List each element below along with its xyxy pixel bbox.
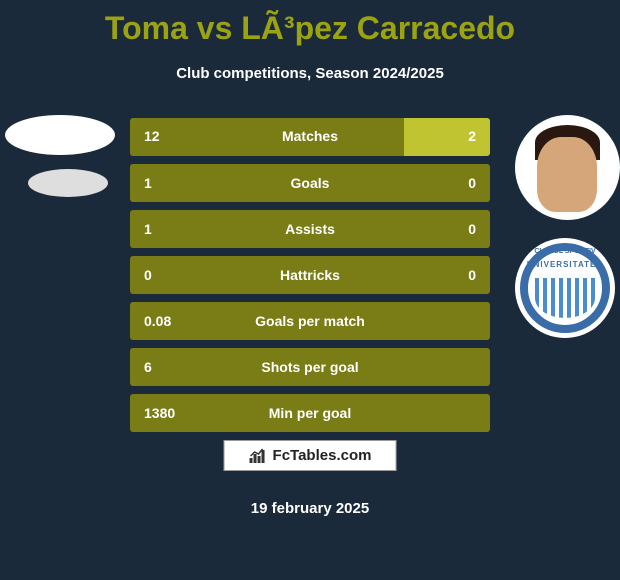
- badge-text-top: CLUBUL SPORTIV: [515, 248, 615, 255]
- stat-left-value: 0: [144, 267, 152, 283]
- branding-text: FcTables.com: [273, 447, 372, 464]
- stat-label: Goals: [291, 175, 330, 191]
- branding-box[interactable]: FcTables.com: [224, 440, 397, 471]
- stat-row: 6 Shots per goal: [130, 348, 490, 386]
- stat-row: 1 Goals 0: [130, 164, 490, 202]
- player-right-avatar: [515, 115, 620, 220]
- player-left-avatar: [5, 115, 115, 155]
- page-title: Toma vs LÃ³pez Carracedo: [0, 0, 620, 47]
- stats-container: 12 Matches 2 1 Goals 0 1 Assists 0 0 Hattricks 0 0.0…: [130, 118, 490, 440]
- player-left-container: [0, 115, 115, 197]
- stat-row: 12 Matches 2: [130, 118, 490, 156]
- stat-left-value: 12: [144, 128, 160, 144]
- player-left-badge: [28, 169, 108, 197]
- stat-left-value: 1380: [144, 405, 175, 421]
- stat-label: Assists: [285, 221, 335, 237]
- stat-right-value: 0: [468, 175, 476, 191]
- player-right-club-badge: CLUBUL SPORTIV UNIVERSITATEA: [515, 238, 615, 338]
- stat-left-value: 1: [144, 175, 152, 191]
- badge-text-mid: UNIVERSITATEA: [515, 260, 615, 269]
- stat-right-value: 0: [468, 267, 476, 283]
- player-right-container: CLUBUL SPORTIV UNIVERSITATEA: [515, 115, 620, 338]
- chart-icon: [249, 448, 267, 464]
- stat-row: 0.08 Goals per match: [130, 302, 490, 340]
- stat-left-value: 6: [144, 359, 152, 375]
- page-subtitle: Club competitions, Season 2024/2025: [0, 65, 620, 82]
- stat-label: Min per goal: [269, 405, 351, 421]
- stat-right-value: 2: [468, 128, 476, 144]
- stat-label: Shots per goal: [261, 359, 358, 375]
- stat-label: Matches: [282, 128, 338, 144]
- date-label: 19 february 2025: [251, 500, 369, 517]
- stat-label: Goals per match: [255, 313, 365, 329]
- stat-row: 0 Hattricks 0: [130, 256, 490, 294]
- stat-row: 1 Assists 0: [130, 210, 490, 248]
- stat-left-value: 0.08: [144, 313, 171, 329]
- stat-row: 1380 Min per goal: [130, 394, 490, 432]
- stat-left-value: 1: [144, 221, 152, 237]
- stat-right-value: 0: [468, 221, 476, 237]
- stat-label: Hattricks: [280, 267, 340, 283]
